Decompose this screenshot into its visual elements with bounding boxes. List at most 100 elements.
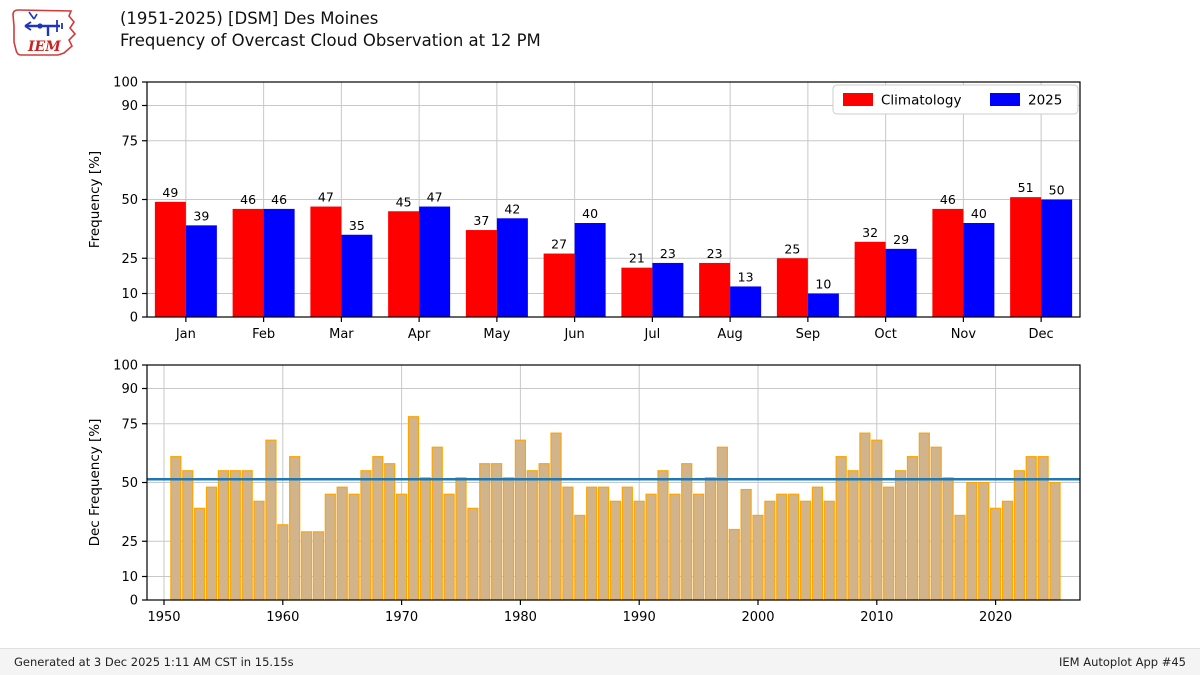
- bar-dec-2016: [942, 477, 954, 601]
- bar-dec-1966: [348, 493, 360, 601]
- bar-dec-2018: [966, 481, 978, 601]
- bar-value-climatology-Nov: 46: [940, 192, 956, 207]
- bar-dec-1956: [229, 470, 241, 601]
- bar-climatology-Mar: [310, 206, 342, 317]
- month-label-Nov: Nov: [951, 327, 977, 342]
- year-label-1970: 1970: [385, 610, 418, 625]
- bar-2025-Dec: [1041, 199, 1073, 317]
- generated-timestamp: Generated at 3 Dec 2025 1:11 AM CST in 1…: [14, 655, 294, 669]
- bar-value-2025-Sep: 10: [815, 277, 831, 292]
- dec-ytick-label: 25: [121, 535, 138, 550]
- bar-dec-2019: [978, 481, 990, 601]
- app-credit: IEM Autoplot App #45: [1058, 655, 1186, 669]
- bar-dec-2003: [788, 493, 800, 601]
- bar-dec-1994: [681, 463, 693, 601]
- bar-2025-Jun: [574, 223, 606, 317]
- bar-climatology-Oct: [854, 241, 886, 317]
- legend-label-climatology: Climatology: [881, 93, 961, 109]
- bar-value-2025-Dec: 50: [1049, 183, 1065, 198]
- bar-dec-1971: [407, 416, 420, 601]
- bar-2025-Apr: [419, 206, 451, 317]
- bar-dec-1984: [562, 486, 574, 601]
- bar-2025-Jan: [185, 225, 217, 317]
- bar-value-2025-Jul: 23: [660, 246, 676, 261]
- monthly-ytick-label: 100: [113, 76, 138, 91]
- bar-dec-1969: [384, 463, 396, 601]
- month-label-Apr: Apr: [408, 327, 431, 342]
- iem-logo: IEM: [10, 6, 80, 60]
- bar-dec-2011: [883, 486, 895, 601]
- bar-dec-1974: [443, 493, 455, 601]
- bar-dec-1963: [312, 531, 325, 601]
- bar-value-climatology-Sep: 25: [784, 241, 800, 256]
- bar-dec-1982: [538, 463, 550, 601]
- bar-dec-1980: [514, 439, 527, 601]
- legend-swatch-climatology: [843, 93, 873, 106]
- legend-label-2025: 2025: [1028, 93, 1062, 109]
- dec-ylabel: Dec Frequency [%]: [87, 419, 103, 547]
- bar-value-2025-Mar: 35: [349, 218, 365, 233]
- month-label-Dec: Dec: [1029, 327, 1054, 342]
- month-label-Oct: Oct: [874, 327, 896, 342]
- bar-dec-1954: [205, 486, 218, 601]
- monthly-ytick-label: 50: [121, 193, 138, 208]
- year-label-2020: 2020: [979, 610, 1012, 625]
- month-label-Jun: Jun: [563, 327, 584, 342]
- month-label-Jan: Jan: [175, 327, 196, 342]
- bar-2025-Nov: [963, 223, 995, 317]
- iem-logo-text: IEM: [27, 39, 61, 55]
- bar-climatology-Sep: [776, 258, 808, 317]
- bar-dec-1967: [360, 470, 372, 601]
- dec-ytick-label: 50: [121, 476, 138, 491]
- bar-value-2025-Aug: 13: [738, 269, 754, 284]
- bar-dec-1960: [277, 524, 289, 601]
- dec-ytick-label: 100: [113, 359, 138, 374]
- bar-value-climatology-Jul: 21: [629, 251, 645, 266]
- bar-dec-1973: [431, 446, 443, 601]
- bar-climatology-Apr: [388, 211, 420, 317]
- plot-title-line1: (1951-2025) [DSM] Des Moines: [120, 9, 379, 28]
- bar-2025-Feb: [263, 208, 295, 317]
- bar-dec-1975: [455, 477, 467, 601]
- bar-dec-1972: [419, 477, 431, 601]
- bar-value-climatology-Feb: 46: [240, 192, 256, 207]
- bar-dec-1992: [657, 470, 669, 601]
- bar-climatology-Aug: [699, 262, 731, 317]
- bar-value-2025-Nov: 40: [971, 206, 987, 221]
- bar-dec-1965: [336, 486, 348, 601]
- bar-climatology-May: [465, 230, 497, 317]
- bar-dec-2010: [871, 439, 883, 601]
- bar-value-climatology-Aug: 23: [707, 246, 723, 261]
- bar-dec-1964: [324, 493, 336, 601]
- bar-value-climatology-Mar: 47: [318, 190, 334, 205]
- bar-value-climatology-May: 37: [473, 213, 489, 228]
- bar-dec-1999: [740, 488, 752, 601]
- bar-dec-1976: [467, 507, 479, 601]
- bar-dec-2005: [811, 486, 824, 601]
- bar-dec-1957: [241, 470, 253, 601]
- bar-dec-1996: [704, 477, 717, 601]
- bar-2025-Aug: [730, 286, 762, 317]
- bar-dec-2002: [776, 493, 788, 601]
- bar-dec-2014: [918, 432, 930, 601]
- weather-vane-icon: [24, 11, 63, 36]
- bar-2025-Jul: [652, 262, 684, 317]
- monthly-ytick-label: 10: [121, 287, 138, 302]
- monthly-ylabel: Frequency [%]: [87, 151, 103, 248]
- month-label-Aug: Aug: [717, 327, 742, 342]
- bar-value-2025-Jun: 40: [582, 206, 598, 221]
- bar-value-climatology-Jan: 49: [162, 185, 178, 200]
- bar-dec-1970: [396, 493, 408, 601]
- bar-value-climatology-Apr: 45: [396, 194, 412, 209]
- monthly-ytick-label: 25: [121, 252, 138, 267]
- bar-dec-1978: [491, 463, 503, 601]
- bar-dec-2008: [847, 470, 859, 601]
- bar-dec-1989: [621, 486, 633, 601]
- footer-strip: [0, 648, 1200, 675]
- month-label-Sep: Sep: [796, 327, 821, 342]
- bar-dec-1985: [574, 514, 586, 601]
- bar-dec-2020: [989, 507, 1002, 601]
- bar-2025-Sep: [807, 293, 839, 317]
- bar-climatology-Feb: [232, 208, 264, 317]
- bar-climatology-Jan: [154, 201, 186, 317]
